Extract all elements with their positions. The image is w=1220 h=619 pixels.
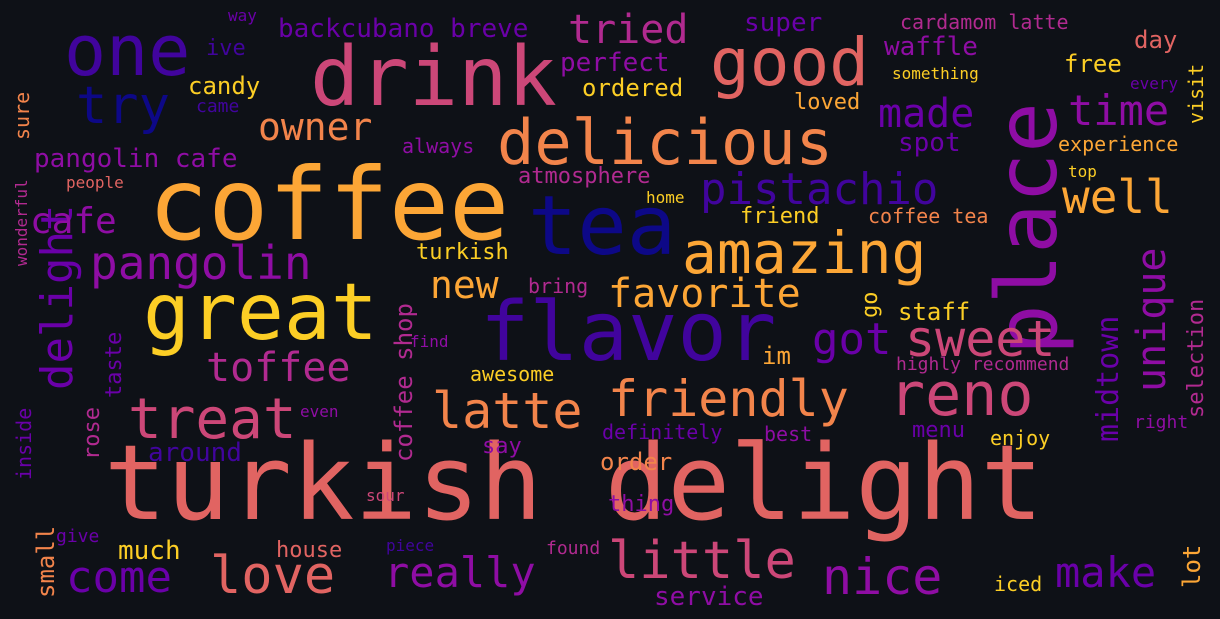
word-iced: iced [994, 572, 1043, 596]
word-toffee: toffee [206, 345, 351, 391]
word-even: even [300, 402, 339, 421]
word-perfect: perfect [560, 48, 670, 78]
word-new: new [430, 263, 499, 307]
word-inside: inside [12, 407, 36, 480]
word-cafe: cafe [30, 201, 117, 242]
word-turkish-delight: turkish delight [104, 422, 1044, 544]
word-definitely: definitely [602, 420, 723, 444]
word-pangolin-cafe: pangolin cafe [34, 144, 238, 174]
word-try: try [76, 76, 170, 136]
word-latte: latte [432, 382, 583, 440]
word-pistachio: pistachio [700, 164, 939, 215]
word-order: order [600, 448, 673, 476]
word-came: came [196, 96, 240, 117]
word-day: day [1134, 26, 1178, 54]
word-menu: menu [912, 418, 965, 443]
word-sweet: sweet [905, 310, 1056, 368]
word-lot: lot [1178, 544, 1206, 588]
word-coffee: coffee [148, 146, 510, 263]
word-small: small [32, 525, 60, 598]
word-home: home [646, 188, 685, 207]
word-staff: staff [898, 298, 971, 326]
word-experience: experience [1058, 132, 1179, 156]
word-pangolin: pangolin [90, 236, 312, 290]
word-flavor: flavor [480, 285, 777, 380]
word-cardamom-latte: cardamom latte [900, 10, 1069, 34]
word-highly-recommend: highly recommend [896, 354, 1070, 375]
word-service: service [654, 582, 764, 612]
word-much: much [118, 536, 181, 566]
word-candy: candy [188, 72, 261, 100]
word-house: house [276, 538, 343, 563]
word-owner: owner [258, 105, 373, 149]
word-turkish: turkish [416, 240, 509, 265]
word-wonderful: wonderful [12, 179, 31, 266]
word-atmosphere: atmosphere [518, 164, 651, 189]
word-unique: unique [1129, 247, 1175, 393]
word-ordered: ordered [582, 74, 684, 102]
word-people: people [66, 173, 124, 192]
word-loved: loved [794, 90, 861, 115]
word-tea: tea [528, 179, 677, 274]
word-bring: bring [528, 274, 589, 298]
word-visit: visit [1184, 63, 1208, 124]
word-say: say [482, 434, 522, 459]
word-one: one [64, 10, 191, 92]
word-got: got [812, 314, 892, 365]
word-friendly: friendly [608, 370, 849, 428]
word-super: super [744, 8, 823, 38]
word-waffle: waffle [884, 32, 978, 62]
word-coffee-shop: coffee shop [390, 303, 418, 462]
word-good: good [710, 24, 869, 101]
word-reno: reno [889, 360, 1034, 430]
word-midtown: midtown [1091, 315, 1126, 442]
word-ive: ive [206, 36, 246, 61]
word-favorite: favorite [608, 271, 801, 317]
word-treat: treat [128, 387, 297, 452]
word-free: free [1064, 50, 1122, 78]
word-little: little [608, 531, 796, 591]
word-well: well [1062, 170, 1173, 224]
word-awesome: awesome [470, 362, 555, 386]
word-right: right [1134, 412, 1189, 433]
word-something: something [892, 64, 979, 83]
word-backcubano-breve: backcubano breve [278, 14, 529, 44]
word-go: go [858, 291, 883, 319]
word-im: im [762, 342, 791, 370]
word-sure: sure [10, 91, 34, 140]
word-great: great [143, 268, 378, 358]
word-taste: taste [102, 331, 127, 398]
word-delicious: delicious [497, 106, 833, 179]
word-around: around [148, 438, 242, 468]
word-way: way [228, 6, 257, 25]
word-every: every [1130, 74, 1179, 93]
word-make: make [1055, 548, 1157, 597]
word-really: really [384, 548, 536, 597]
word-made: made [878, 91, 975, 137]
word-spot: spot [898, 128, 961, 158]
word-tried: tried [568, 7, 689, 53]
word-selection: selection [1184, 298, 1209, 418]
word-come: come [66, 552, 172, 603]
word-rose: rose [80, 407, 105, 460]
word-piece: piece [386, 536, 435, 555]
word-nice: nice [822, 548, 943, 606]
word-find: find [410, 332, 449, 351]
word-coffee-tea: coffee tea [868, 204, 989, 228]
word-always: always [402, 134, 475, 158]
word-friend: friend [740, 204, 820, 229]
word-love: love [210, 546, 336, 606]
word-found: found [546, 538, 601, 559]
word-sour: sour [366, 486, 405, 505]
word-drink: drink [310, 30, 557, 125]
word-top: top [1068, 162, 1097, 181]
word-best: best [764, 422, 813, 446]
word-enjoy: enjoy [990, 426, 1051, 450]
word-give: give [56, 526, 100, 547]
word-time: time [1068, 86, 1170, 135]
word-amazing: amazing [682, 219, 927, 287]
word-thing: thing [608, 492, 675, 517]
